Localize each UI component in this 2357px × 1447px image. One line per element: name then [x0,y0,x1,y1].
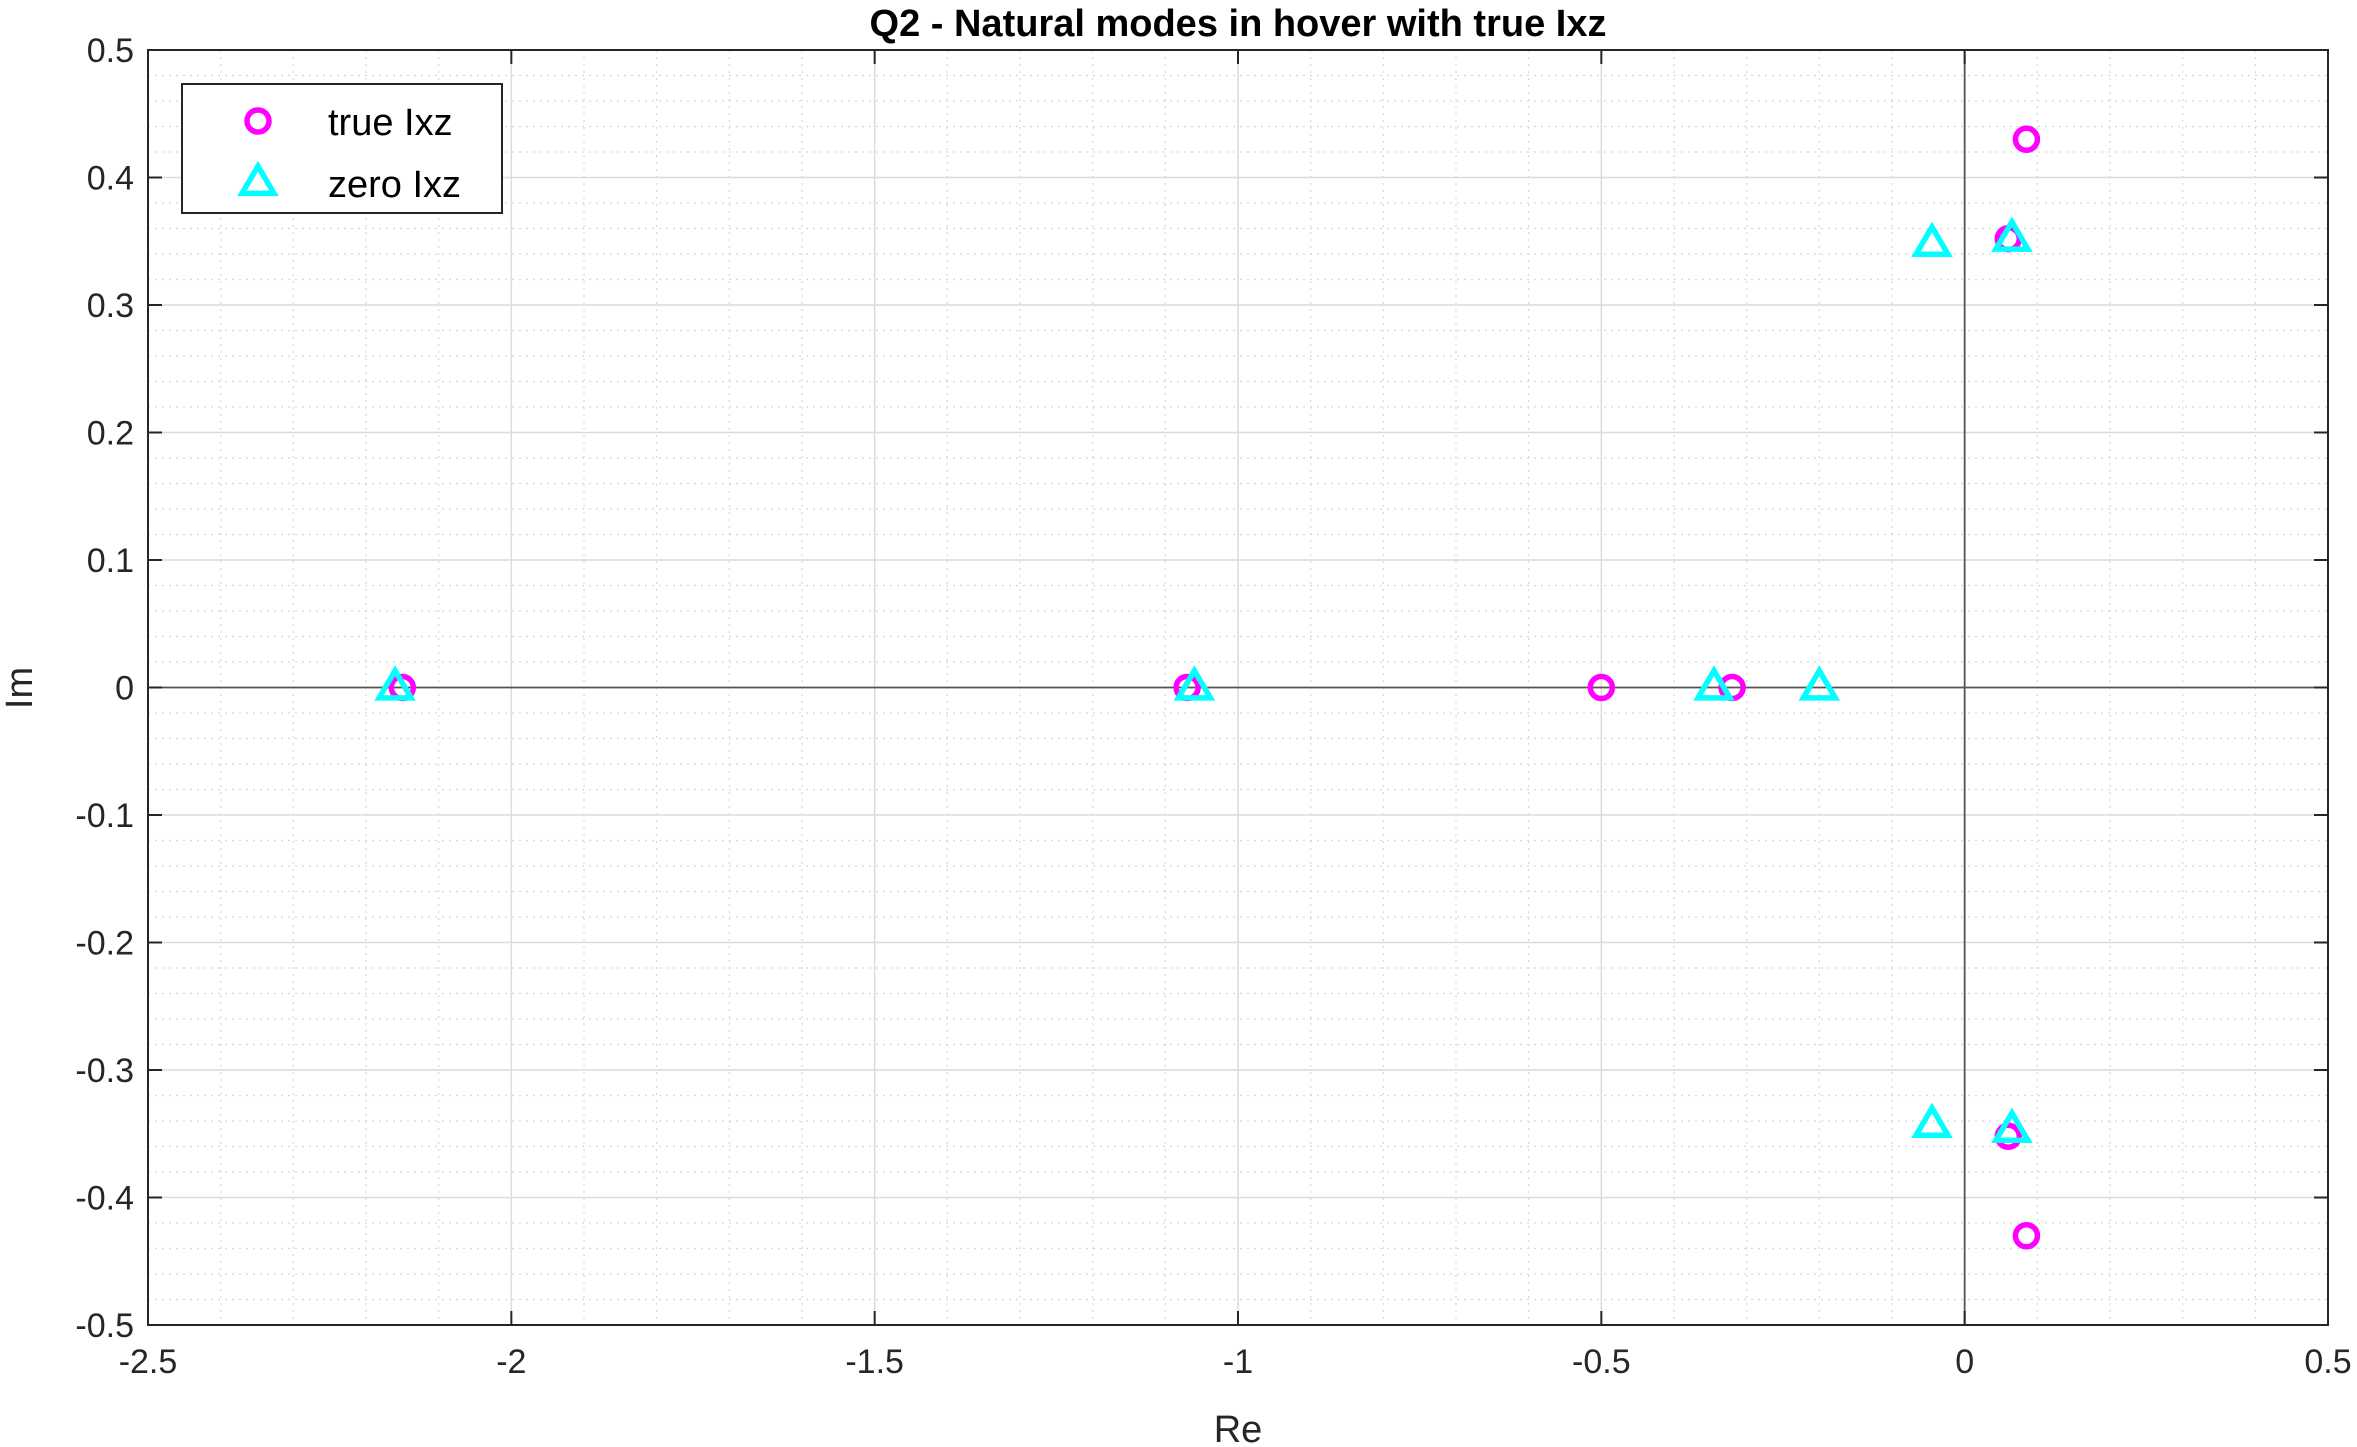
x-tick-label: -2.5 [119,1343,178,1381]
data-point-triangle [1911,1102,1953,1138]
x-tick-label: -2 [496,1343,526,1381]
legend-label-1: true Ixz [328,102,453,144]
data-point-circle [1587,673,1616,702]
y-tick-label: 0.1 [87,542,134,580]
y-tick-label: 0.3 [87,287,134,325]
legend: true Ixz zero Ixz [181,83,503,214]
series-layer [374,125,2041,1250]
data-point-triangle [1911,221,1953,257]
x-tick-labels: -2.5 -2 -1.5 -1 -0.5 0 0.5 [119,1343,2352,1381]
data-point-triangle [1991,216,2033,252]
tick-marks [147,49,2329,1326]
y-axis-label: Im [0,667,41,709]
y-tick-label: 0 [115,670,134,708]
x-tick-label: -1.5 [845,1343,904,1381]
y-tick-label: -0.2 [75,925,134,963]
y-tick-label: -0.4 [75,1180,134,1218]
legend-marker-2 [237,160,279,197]
x-tick-label: -0.5 [1572,1343,1631,1381]
y-tick-label: 0.2 [87,415,134,453]
data-point-triangle [1798,665,1841,701]
legend-marker-1 [244,107,272,135]
legend-box [181,83,503,214]
data-point-circle [2012,1222,2041,1250]
data-point-triangle [1693,665,1735,701]
chart-title: Q2 - Natural modes in hover with true Ix… [870,3,1607,45]
data-point-triangle [1991,1107,2033,1144]
data-point-triangle [374,665,416,701]
y-tick-label: -0.5 [75,1307,134,1345]
x-tick-label: 0 [1955,1343,1974,1381]
x-tick-label: -1 [1223,1343,1253,1381]
y-tick-label: -0.1 [75,797,134,835]
y-tick-label: 0.5 [87,32,134,70]
x-axis-label: Re [1214,1409,1263,1447]
y-tick-labels: -0.5 -0.4 -0.3 -0.2 -0.1 0 0.1 0.2 0.3 0.4 0.5 [75,32,134,1345]
data-point-circle [2012,125,2041,153]
zero-lines [148,50,2328,1325]
y-tick-label: 0.4 [87,160,134,198]
y-tick-label: -0.3 [75,1052,134,1090]
x-tick-label: 0.5 [2304,1343,2351,1381]
data-point-triangle [1173,665,1216,701]
legend-label-2: zero Ixz [328,164,461,206]
series-2 [374,216,2033,1144]
